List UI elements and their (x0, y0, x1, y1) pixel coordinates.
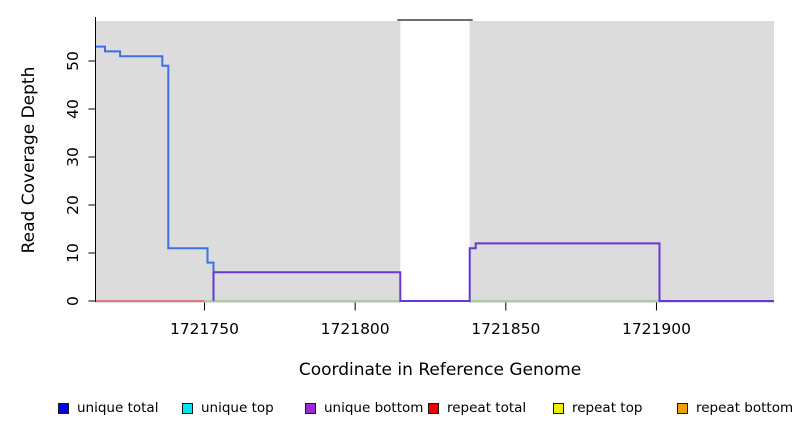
y-tick-label: 0 (64, 296, 82, 306)
legend-label: repeat bottom (696, 400, 792, 416)
legend-swatch (305, 402, 316, 414)
legend-label: unique top (201, 400, 274, 416)
legend-item-unique-top: unique top (182, 401, 274, 415)
legend-swatch (428, 402, 439, 414)
legend-item-repeat-top: repeat top (553, 401, 642, 415)
legend-label: unique total (77, 400, 159, 416)
legend-label: unique bottom (324, 400, 424, 416)
legend-item-repeat-bottom: repeat bottom (677, 401, 792, 415)
shaded-region (469, 21, 774, 303)
x-tick-label: 1721800 (321, 320, 390, 338)
legend-item-unique-bottom: unique bottom (305, 401, 423, 415)
legend-item-repeat-total: repeat total (428, 401, 526, 415)
legend-swatch (553, 402, 564, 414)
y-tick-label: 30 (64, 147, 82, 167)
series-unique-bottom (212, 242, 774, 302)
x-tick-label: 1721850 (471, 320, 540, 338)
legend-item-unique-total: unique total (58, 401, 158, 415)
y-tick-label: 40 (64, 99, 82, 119)
y-tick-label: 50 (64, 51, 82, 71)
x-tick-label: 1721900 (622, 320, 691, 338)
legend-label: repeat top (572, 400, 643, 416)
shaded-region (96, 21, 401, 303)
series-unique-total (96, 45, 215, 301)
y-tick-label: 20 (64, 195, 82, 215)
x-axis-title: Coordinate in Reference Genome (298, 360, 582, 380)
legend-swatch (58, 402, 69, 414)
legend-label: repeat total (447, 400, 527, 416)
legend-swatch (182, 402, 193, 414)
legend-swatch (677, 402, 688, 414)
x-tick-label: 1721750 (170, 320, 239, 338)
y-tick-label: 10 (64, 243, 82, 263)
y-axis-title: Read Coverage Depth (19, 66, 39, 254)
